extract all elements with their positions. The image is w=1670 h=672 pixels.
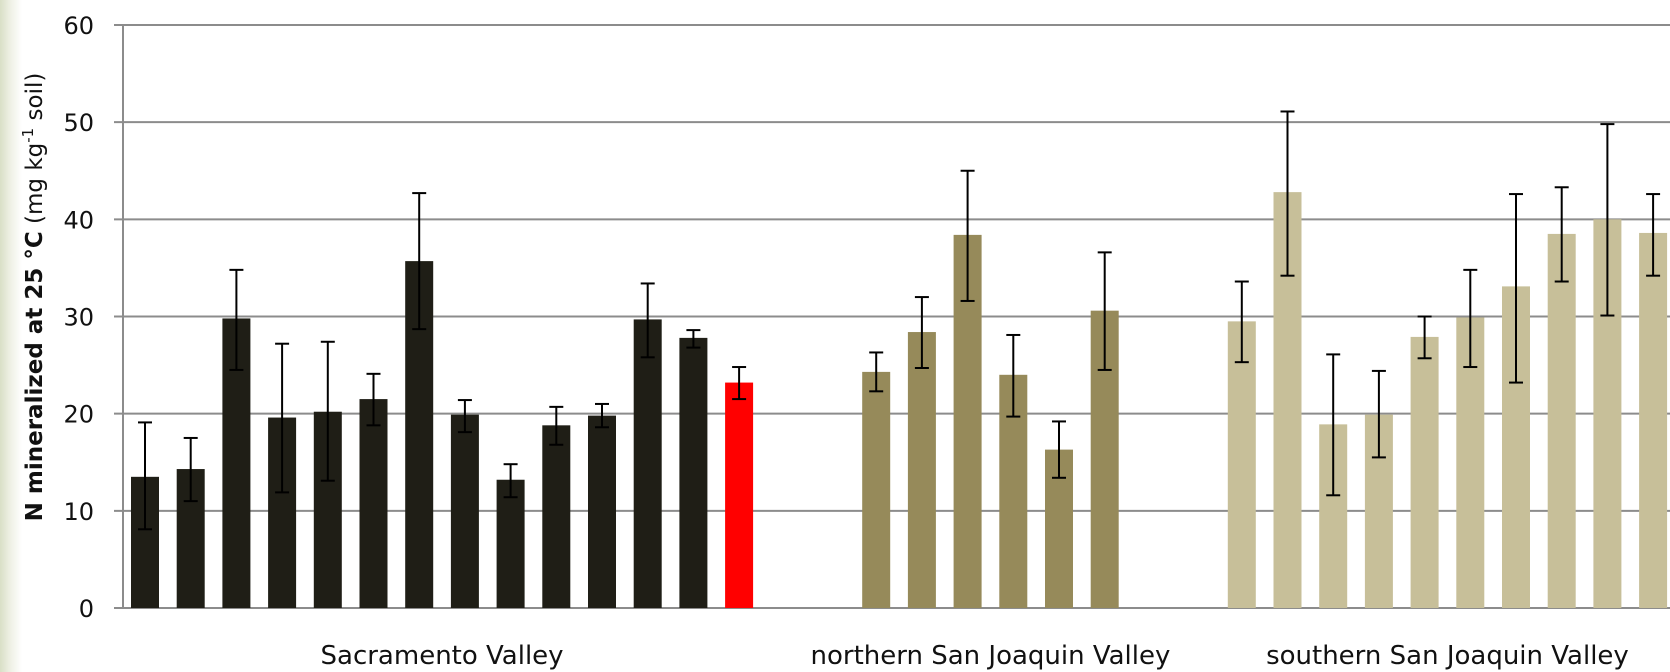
- bar: [542, 425, 571, 608]
- y-axis-label-unit-prefix: (mg kg: [22, 143, 48, 224]
- bar: [633, 319, 662, 608]
- bar: [907, 332, 936, 608]
- y-axis-label-unit-suffix: soil): [22, 73, 48, 128]
- bar: [862, 371, 891, 608]
- y-tick-label: 40: [63, 206, 94, 234]
- bar: [1547, 233, 1576, 609]
- y-axis-label-main: N mineralized at 25 °C: [22, 231, 48, 521]
- y-axis-label-gap: [22, 224, 48, 231]
- y-axis-label-unit-sup: -1: [19, 128, 37, 143]
- y-tick-label: 30: [63, 304, 94, 332]
- group-labels: Sacramento Valley northern San Joaquin Va…: [321, 641, 1629, 671]
- y-tick-label: 10: [63, 498, 94, 526]
- bars: [131, 192, 1668, 609]
- bar: [1410, 336, 1439, 608]
- y-axis-label: N mineralized at 25 °C (mg kg-1 soil): [19, 73, 48, 522]
- group-label: northern San Joaquin Valley: [811, 641, 1171, 671]
- y-tick-labels: 0 10 20 30 40 50 60: [63, 12, 94, 623]
- group-label: southern San Joaquin Valley: [1266, 641, 1629, 671]
- bar: [359, 399, 388, 608]
- y-tick-label: 20: [63, 401, 94, 429]
- bar: [1227, 321, 1256, 608]
- y-tick-label: 50: [63, 109, 94, 137]
- y-tick-label: 60: [63, 12, 94, 40]
- y-tick-label: 0: [79, 595, 94, 623]
- bar: [588, 415, 616, 608]
- group-label: Sacramento Valley: [321, 641, 564, 671]
- bar: [496, 479, 525, 608]
- bar: [1639, 232, 1668, 609]
- error-bars: [138, 110, 1661, 531]
- bar: [450, 414, 479, 608]
- bar: [725, 382, 754, 608]
- bar: [679, 337, 708, 608]
